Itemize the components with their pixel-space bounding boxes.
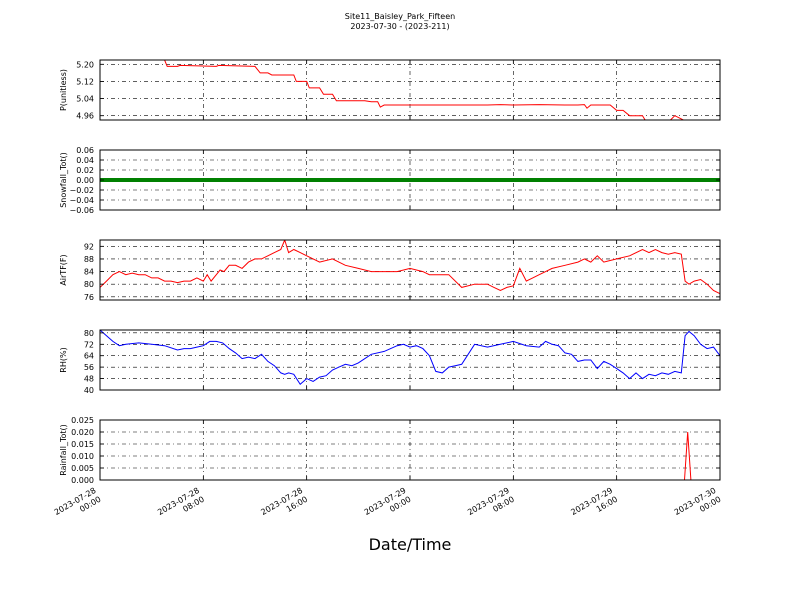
y-axis-label: AirTF(F) [59,254,68,285]
y-tick-label: 88 [84,255,94,264]
series-line [100,431,720,480]
y-tick-label: 48 [84,375,94,384]
y-tick-label: 0.04 [76,156,94,165]
panel-5: 0.025 0.020 0.015 0.010 0.005 0.000Rainfall_T… [59,416,721,485]
y-tick-label: 92 [84,242,94,251]
y-axis-label: Rainfall_Tot() [59,424,68,476]
y-tick-label: −0.04 [69,196,94,205]
y-axis-label: Snowfall_Tot() [59,152,68,208]
y-tick-label: −0.02 [69,186,94,195]
y-tick-label: 84 [84,268,94,277]
y-tick-label: 56 [84,363,94,372]
y-tick-label: 0.005 [71,464,94,473]
y-tick-label: 0.06 [76,146,94,155]
y-tick-label: 0.02 [76,166,94,175]
y-axis-label: RH(%) [59,347,68,372]
panel-4: 80 72 64 56 48 40 RH(%) [59,329,721,395]
series-line [100,60,685,120]
y-tick-label: 0.000 [71,476,94,485]
chart-subtitle: 2023-07-30 - (2023-211) [350,22,449,31]
panel-3: 92 88 84 80 76 AirTF(F) [59,239,721,302]
y-tick-label: 0.00 [76,176,94,185]
series-line [100,240,720,295]
y-tick-label: 64 [84,352,94,361]
y-tick-label: 5.20 [76,60,94,69]
x-axis-label: Date/Time [369,535,452,554]
y-tick-label: 72 [84,340,94,349]
y-tick-label: 0.025 [71,416,94,425]
y-tick-label: 4.96 [76,112,94,121]
y-tick-label: 5.04 [76,95,94,104]
y-tick-label: 0.010 [71,452,94,461]
panel-1: 5.20 5.12 5.04 4.96 P(unitless) [59,59,721,121]
y-tick-label: 80 [84,280,94,289]
y-tick-label: 0.015 [71,440,94,449]
y-tick-label: 80 [84,329,94,338]
y-tick-label: 5.12 [76,77,94,86]
chart-title: Site11_Baisley_Park_Fifteen [345,12,455,21]
panels: 5.205.125.044.96P(unitless)0.060.040.020… [59,59,721,485]
y-tick-label: 40 [84,386,94,395]
y-axis-label: P(unitless) [59,69,68,111]
series-line [100,330,720,386]
y-tick-label: 76 [84,293,94,302]
y-tick-label: 0.020 [71,428,94,437]
panel-2: 0.060.040.020.00−0.02−0.04−0.06Snowfall_… [59,146,721,215]
y-tick-label: −0.06 [69,206,94,215]
